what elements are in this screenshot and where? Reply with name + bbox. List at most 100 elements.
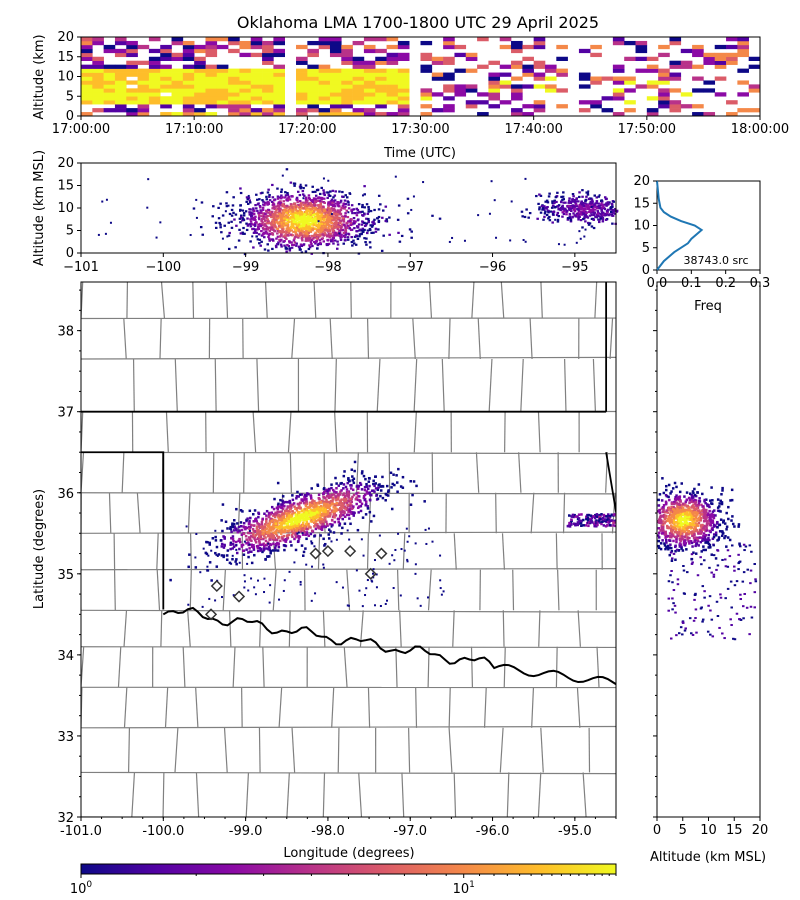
density-cell xyxy=(726,56,738,61)
density-cell xyxy=(264,523,267,526)
y-tick-label: 37 xyxy=(57,406,74,421)
density-cell xyxy=(292,230,295,233)
density-cell xyxy=(182,112,195,117)
density-cell xyxy=(311,510,314,514)
density-cell xyxy=(346,215,350,219)
density-cell xyxy=(327,212,330,215)
density-cell xyxy=(182,52,195,58)
density-cell xyxy=(313,500,316,503)
density-cell xyxy=(171,37,184,42)
density-cell xyxy=(335,219,338,223)
density-cell xyxy=(624,56,636,61)
density-cell xyxy=(375,72,387,77)
density-cell xyxy=(368,484,371,488)
density-cell xyxy=(244,534,248,538)
county-line xyxy=(264,282,268,319)
density-cell xyxy=(302,235,306,238)
density-cell xyxy=(714,60,727,65)
density-cell xyxy=(399,485,403,488)
density-cell xyxy=(182,44,195,50)
density-cell xyxy=(352,76,365,81)
density-cell xyxy=(553,199,556,202)
density-cell xyxy=(597,519,601,523)
density-cell xyxy=(326,208,330,211)
density-cell xyxy=(282,218,286,221)
density-cell xyxy=(229,541,232,544)
county-line xyxy=(495,492,497,534)
density-cell xyxy=(266,541,270,544)
density-cell xyxy=(337,502,341,505)
density-cell xyxy=(548,192,551,195)
density-cell xyxy=(292,220,296,224)
density-cell xyxy=(580,513,583,516)
density-cell xyxy=(208,561,212,564)
density-cell xyxy=(239,52,252,58)
county-line xyxy=(252,411,257,453)
density-cell xyxy=(386,112,399,117)
density-cell xyxy=(310,540,313,543)
density-cell xyxy=(347,478,350,481)
density-cell xyxy=(250,44,263,50)
density-cell xyxy=(669,72,682,77)
density-cell xyxy=(302,508,306,511)
density-cell xyxy=(259,537,263,541)
density-cell xyxy=(556,104,568,109)
density-cell xyxy=(566,218,570,221)
density-cell xyxy=(311,244,314,248)
density-cell xyxy=(547,195,551,198)
density-cell xyxy=(267,513,271,517)
density-cell xyxy=(680,60,693,65)
density-cell xyxy=(126,68,138,73)
density-cell xyxy=(592,218,595,221)
density-cell xyxy=(220,596,223,599)
density-cell xyxy=(215,545,219,549)
density-cell xyxy=(340,223,344,226)
density-cell xyxy=(580,524,583,527)
density-cell xyxy=(352,96,365,101)
density-cell xyxy=(578,72,591,77)
density-cell xyxy=(568,216,571,220)
density-cell xyxy=(357,223,361,226)
density-cell xyxy=(314,217,317,220)
county-line xyxy=(81,567,616,571)
density-cell xyxy=(303,212,306,215)
density-cell xyxy=(272,523,275,527)
county-line xyxy=(395,646,398,688)
density-cell xyxy=(201,233,205,236)
density-cell xyxy=(211,537,215,540)
density-cell xyxy=(375,104,387,109)
county-line xyxy=(594,282,598,319)
density-cell xyxy=(358,233,362,236)
density-cell xyxy=(340,489,343,492)
density-cell xyxy=(325,235,329,238)
density-cell xyxy=(303,530,306,534)
density-cell xyxy=(589,519,593,522)
density-cell xyxy=(313,513,317,516)
density-cell xyxy=(337,210,341,213)
density-cell xyxy=(322,508,326,512)
density-cell xyxy=(304,526,308,529)
density-cell xyxy=(326,229,330,232)
density-cell xyxy=(263,512,266,515)
density-cell xyxy=(286,199,289,202)
density-cell xyxy=(182,72,195,77)
density-cell xyxy=(737,108,749,113)
density-cell xyxy=(228,212,232,216)
density-cell xyxy=(283,530,286,534)
density-cell xyxy=(255,525,259,528)
density-cell xyxy=(214,221,218,224)
density-cell xyxy=(569,205,572,208)
density-cell xyxy=(243,574,246,577)
density-cell xyxy=(103,44,116,50)
density-cell xyxy=(341,52,353,58)
density-cell xyxy=(312,501,316,505)
density-cell xyxy=(397,204,401,207)
density-cell xyxy=(335,581,338,584)
density-cell xyxy=(302,513,305,516)
density-cell xyxy=(296,209,299,213)
county-line xyxy=(448,318,451,360)
density-cell xyxy=(286,192,289,195)
density-cell xyxy=(410,208,413,211)
density-cell xyxy=(280,215,284,218)
density-cell xyxy=(692,64,704,69)
